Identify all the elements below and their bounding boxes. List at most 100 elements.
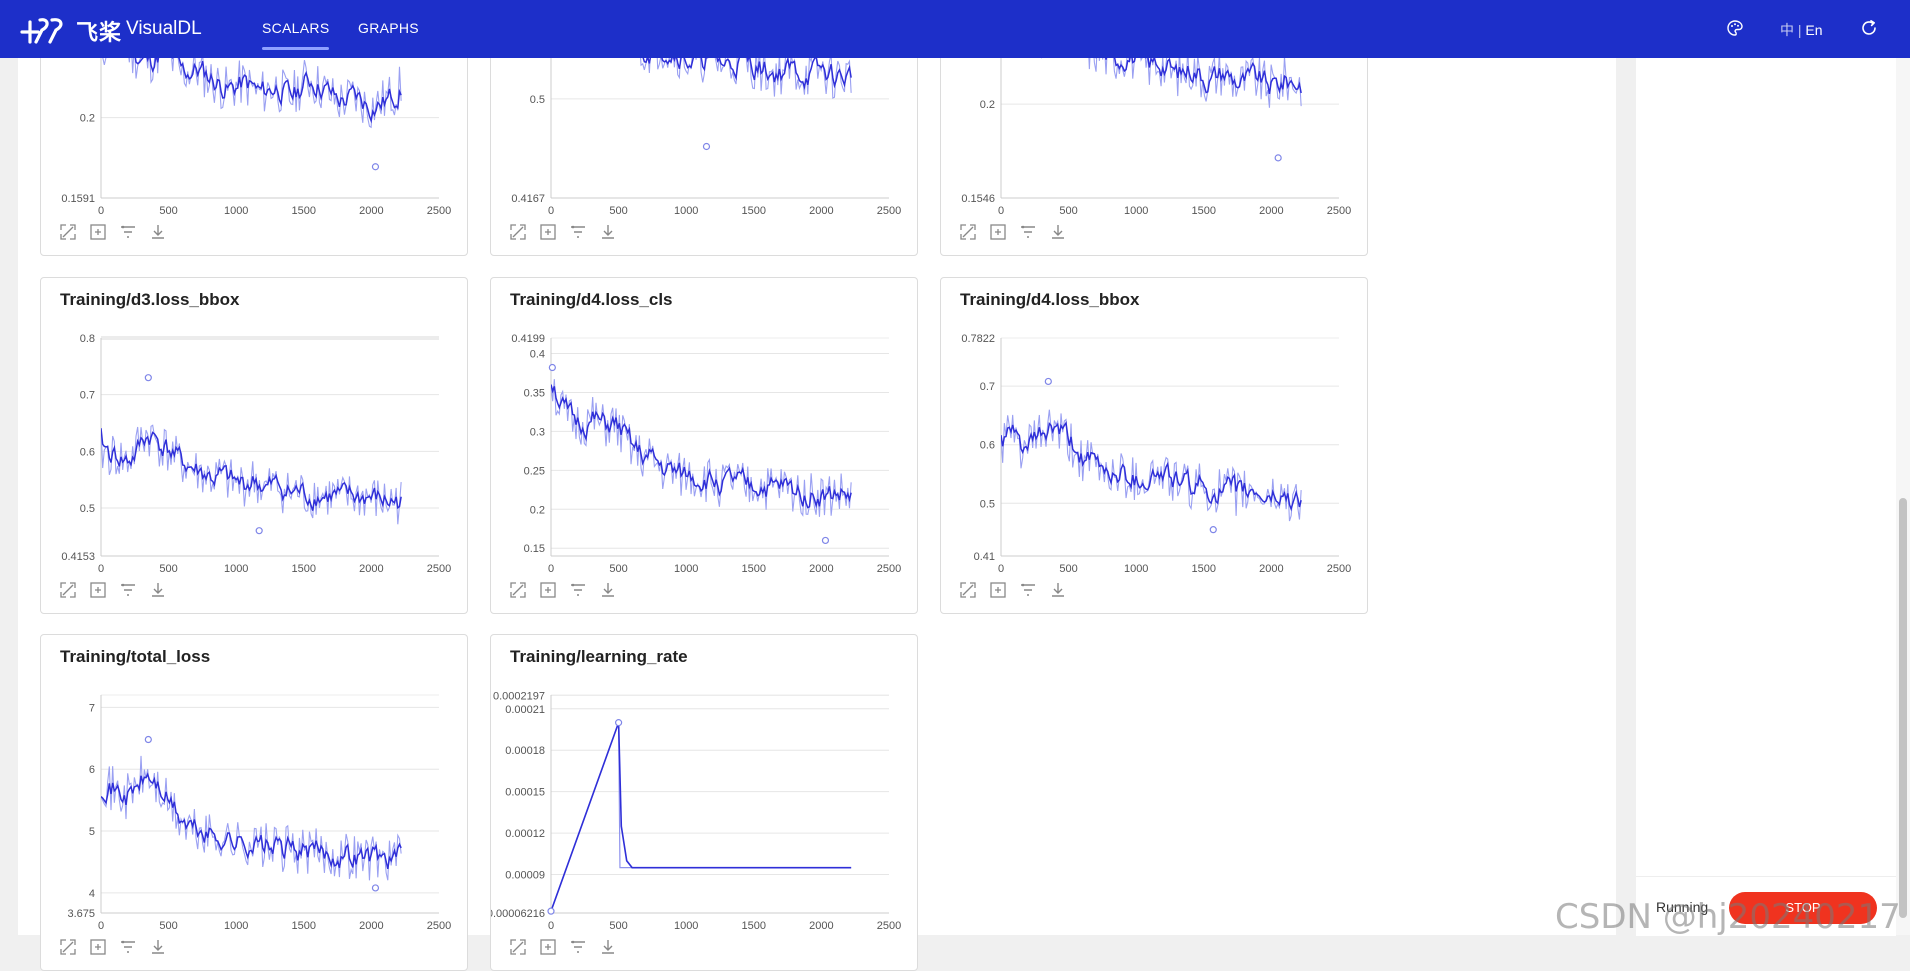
chart-title: Training/total_loss [60, 647, 211, 666]
filter-icon[interactable] [119, 581, 137, 599]
download-icon[interactable] [599, 581, 617, 599]
line-chart[interactable]: 0.4167 0.5 0 500 1000 1500 2000 2500 [491, 19, 918, 256]
min-point-marker [255, 527, 263, 535]
y-tick-label: 0.6 [980, 440, 995, 452]
refresh-icon[interactable] [1860, 19, 1878, 37]
filter-icon[interactable] [1019, 581, 1037, 599]
y-tick-label: 0.5 [80, 503, 95, 515]
filter-icon[interactable] [1019, 223, 1037, 241]
tab-scalars[interactable]: SCALARS [262, 20, 330, 50]
raw-series-line [1001, 409, 1302, 522]
min-point-marker [1274, 154, 1282, 162]
x-tick-label: 0 [98, 205, 104, 217]
expand-icon[interactable] [959, 223, 977, 241]
series-group [101, 19, 402, 129]
line-chart[interactable]: 0.4153 0.5 0.6 0.7 0.8 0 500 1000 1500 2000 2500 [41, 278, 468, 614]
download-icon[interactable] [149, 223, 167, 241]
top-nav-bar: 飞桨 VisualDL SCALARS GRAPHS 中 | En [0, 0, 1910, 58]
raw-series-line [101, 424, 402, 525]
y-tick-label: 0.4 [530, 348, 545, 360]
min-point-marker [702, 142, 711, 151]
x-tick-label: 1000 [674, 920, 698, 932]
smoothed-series-line [551, 722, 852, 912]
line-chart[interactable]: 0.15 0.2 0.25 0.3 0.35 0.4 0.4199 0 500 1000 1500 2… [491, 278, 918, 614]
y-tick-label: 0.25 [524, 465, 545, 477]
language-switch[interactable]: 中 | En [1780, 20, 1823, 40]
chart-title: Training/d4.loss_bbox [960, 290, 1140, 309]
x-tick-label: 1500 [742, 563, 766, 575]
chart-toolbar [509, 581, 617, 601]
fit-screen-icon[interactable] [539, 223, 557, 241]
y-tick-label: 0.5 [530, 94, 545, 106]
expand-icon[interactable] [509, 938, 527, 956]
line-chart[interactable]: 3.675 4 5 6 7 0 500 1000 1500 2000 2500 [41, 635, 468, 971]
max-point-marker [144, 735, 152, 744]
x-tick-label: 1000 [1124, 205, 1148, 217]
min-point-marker [371, 163, 380, 171]
max-point-marker [614, 719, 623, 727]
y-tick-label: 0.2 [530, 504, 545, 516]
brand-chinese-name: 飞桨 [76, 20, 123, 45]
fit-screen-icon[interactable] [89, 581, 107, 599]
expand-icon[interactable] [59, 938, 77, 956]
lang-en[interactable]: En [1805, 22, 1823, 38]
lang-separator: | [1797, 22, 1802, 38]
x-tick-label: 2000 [1259, 205, 1283, 217]
y-tick-label: 0.8 [80, 333, 95, 345]
fit-screen-icon[interactable] [539, 938, 557, 956]
line-chart[interactable]: 0.00006216 0.00009 0.00012 0.00015 0.00018 0.… [491, 635, 918, 971]
expand-icon[interactable] [59, 223, 77, 241]
download-icon[interactable] [149, 581, 167, 599]
chart-card: Training/d3.loss_bbox 0.4153 0.5 0.6 0.7 0.8 0… [40, 277, 468, 614]
x-tick-label: 500 [159, 205, 177, 217]
y-tick-label: 0.41 [974, 551, 995, 563]
brand-name: VisualDL [126, 18, 202, 39]
y-tick-label: 0.00006216 [491, 908, 545, 920]
scrollbar-thumb[interactable] [1899, 498, 1907, 918]
y-tick-label: 0.7 [980, 381, 995, 393]
chart-toolbar [509, 938, 617, 958]
download-icon[interactable] [599, 223, 617, 241]
stop-button[interactable]: STOP [1729, 892, 1877, 924]
y-tick-label: 0.15 [524, 543, 545, 555]
x-tick-label: 1500 [292, 563, 316, 575]
running-status-label: Running [1656, 899, 1709, 915]
expand-icon[interactable] [509, 223, 527, 241]
download-icon[interactable] [1049, 223, 1067, 241]
x-tick-label: 500 [1059, 205, 1077, 217]
download-icon[interactable] [599, 938, 617, 956]
fit-screen-icon[interactable] [989, 223, 1007, 241]
palette-icon[interactable] [1726, 19, 1744, 37]
expand-icon[interactable] [959, 581, 977, 599]
lang-zh[interactable]: 中 [1780, 22, 1794, 38]
filter-icon[interactable] [569, 223, 587, 241]
download-icon[interactable] [1049, 581, 1067, 599]
x-tick-label: 0 [98, 563, 104, 575]
expand-icon[interactable] [509, 581, 527, 599]
series-group [101, 424, 402, 525]
series-group [1001, 409, 1302, 522]
fit-screen-icon[interactable] [989, 581, 1007, 599]
y-tick-label: 0.00012 [505, 828, 545, 840]
paddle-logo-icon [20, 18, 63, 44]
y-tick-label: 0.6 [80, 446, 95, 458]
fit-screen-icon[interactable] [539, 581, 557, 599]
y-tick-label: 0.7822 [961, 333, 995, 345]
chart-card: Training/d4.loss_cls 0.15 0.2 0.25 0.3 0.35 0.… [490, 277, 918, 614]
tab-graphs[interactable]: GRAPHS [358, 20, 419, 36]
filter-icon[interactable] [119, 938, 137, 956]
raw-series-line [551, 379, 852, 517]
chart-toolbar [59, 223, 167, 243]
page-scrollbar[interactable] [1896, 58, 1910, 935]
filter-icon[interactable] [569, 581, 587, 599]
y-tick-label: 3.675 [67, 908, 95, 920]
filter-icon[interactable] [119, 223, 137, 241]
fit-screen-icon[interactable] [89, 938, 107, 956]
line-chart[interactable]: 0.41 0.5 0.6 0.7 0.7822 0 500 1000 1500 2000 2500 [941, 278, 1368, 614]
max-point-marker [144, 374, 152, 382]
download-icon[interactable] [149, 938, 167, 956]
fit-screen-icon[interactable] [89, 223, 107, 241]
filter-icon[interactable] [569, 938, 587, 956]
expand-icon[interactable] [59, 581, 77, 599]
